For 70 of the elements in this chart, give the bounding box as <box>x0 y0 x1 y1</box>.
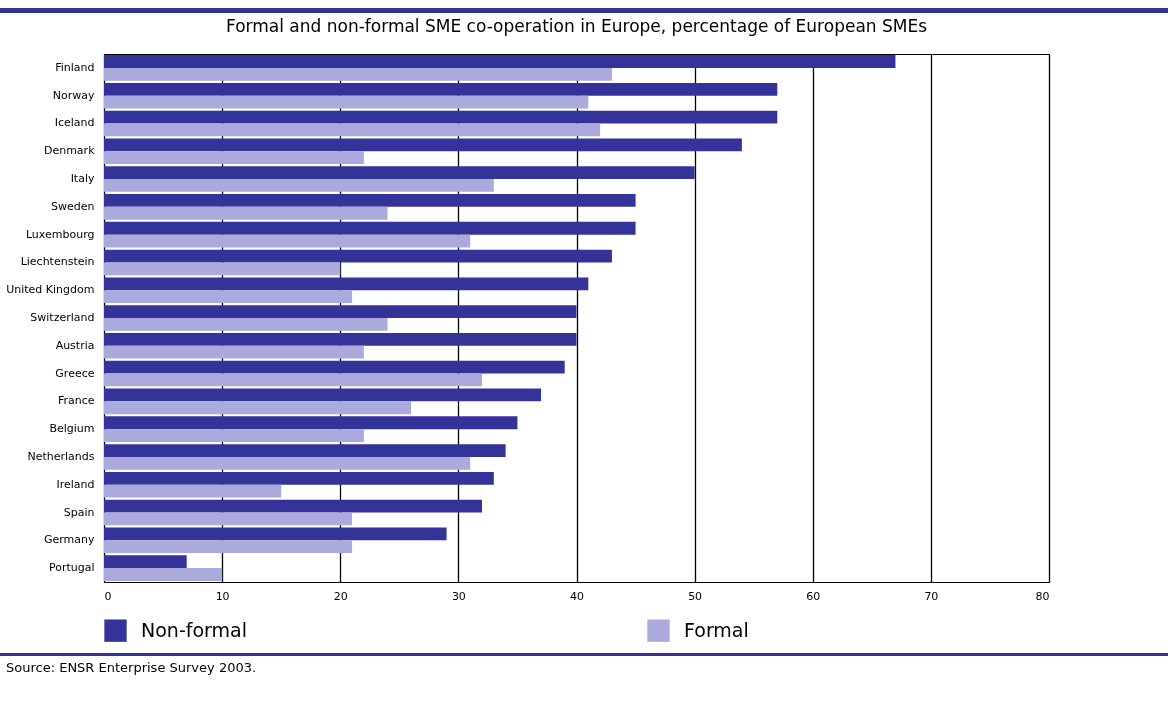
x-tick-label: 50 <box>688 589 703 603</box>
y-tick-label: Austria <box>55 338 95 352</box>
y-tick-label: Switzerland <box>30 311 95 324</box>
bar <box>104 512 353 526</box>
y-tick-label: Germany <box>43 533 95 547</box>
y-tick-label: Denmark <box>43 144 96 158</box>
bar <box>104 527 447 541</box>
bar <box>104 221 636 235</box>
bar <box>104 67 612 81</box>
y-tick-label: Greece <box>55 366 95 380</box>
y-tick-label: Netherlands <box>27 449 95 463</box>
bar <box>104 123 601 137</box>
bar <box>104 194 636 207</box>
x-tick-label: 20 <box>333 589 348 603</box>
y-tick-label: France <box>57 394 95 408</box>
y-tick-label: Sweden <box>51 199 95 213</box>
bar <box>104 262 341 276</box>
bar <box>104 305 577 318</box>
bar <box>104 179 494 192</box>
bar <box>104 499 482 513</box>
bar <box>104 345 364 359</box>
y-tick-label: Spain <box>63 505 95 519</box>
x-tick-label: 60 <box>806 589 821 603</box>
bar <box>104 540 353 554</box>
x-tick-label: 0 <box>104 589 112 603</box>
y-tick-label: Iceland <box>54 116 95 130</box>
chart-title: Formal and non-formal SME co-operation in Europe, percentage of European SMEs <box>225 16 928 36</box>
y-tick-label: United Kingdom <box>6 283 95 297</box>
bar <box>104 388 542 402</box>
bar <box>104 55 896 68</box>
bar <box>104 429 364 442</box>
bar <box>104 166 695 180</box>
bar <box>104 290 353 303</box>
bar <box>104 456 471 470</box>
bar <box>104 568 223 581</box>
bar <box>104 555 187 569</box>
bar <box>104 234 471 248</box>
x-tick-label: 80 <box>1035 589 1050 603</box>
bar <box>104 277 589 291</box>
bar <box>104 333 577 346</box>
x-tick-label: 10 <box>215 589 230 603</box>
y-tick-label: Finland <box>55 60 95 74</box>
legend-label: Formal <box>684 618 749 641</box>
y-tick-label: Ireland <box>56 477 95 491</box>
bar <box>104 401 412 415</box>
bar <box>104 484 282 498</box>
bar <box>104 416 518 430</box>
bar <box>104 360 565 374</box>
y-tick-label: Italy <box>70 172 95 186</box>
bar <box>104 82 778 96</box>
y-tick-label: Belgium <box>49 422 95 436</box>
bar <box>104 110 778 124</box>
bar <box>104 444 506 457</box>
y-tick-label: Luxembourg <box>25 227 95 241</box>
y-tick-label: Norway <box>52 88 95 102</box>
x-tick-label: 40 <box>570 589 584 603</box>
y-tick-label: Portugal <box>48 561 95 575</box>
source-note: Source: ENSR Enterprise Survey 2003. <box>6 660 258 675</box>
bar <box>104 373 482 387</box>
bar <box>104 318 388 331</box>
legend-label: Non-formal <box>141 618 247 641</box>
bar <box>104 95 589 109</box>
bar <box>104 471 494 485</box>
x-tick-label: 30 <box>451 589 466 603</box>
y-tick-label: Liechtenstein <box>20 255 95 269</box>
bar <box>104 138 742 152</box>
bar <box>104 206 388 220</box>
bar <box>104 151 364 165</box>
bar <box>104 249 612 263</box>
x-tick-label: 70 <box>924 589 939 603</box>
